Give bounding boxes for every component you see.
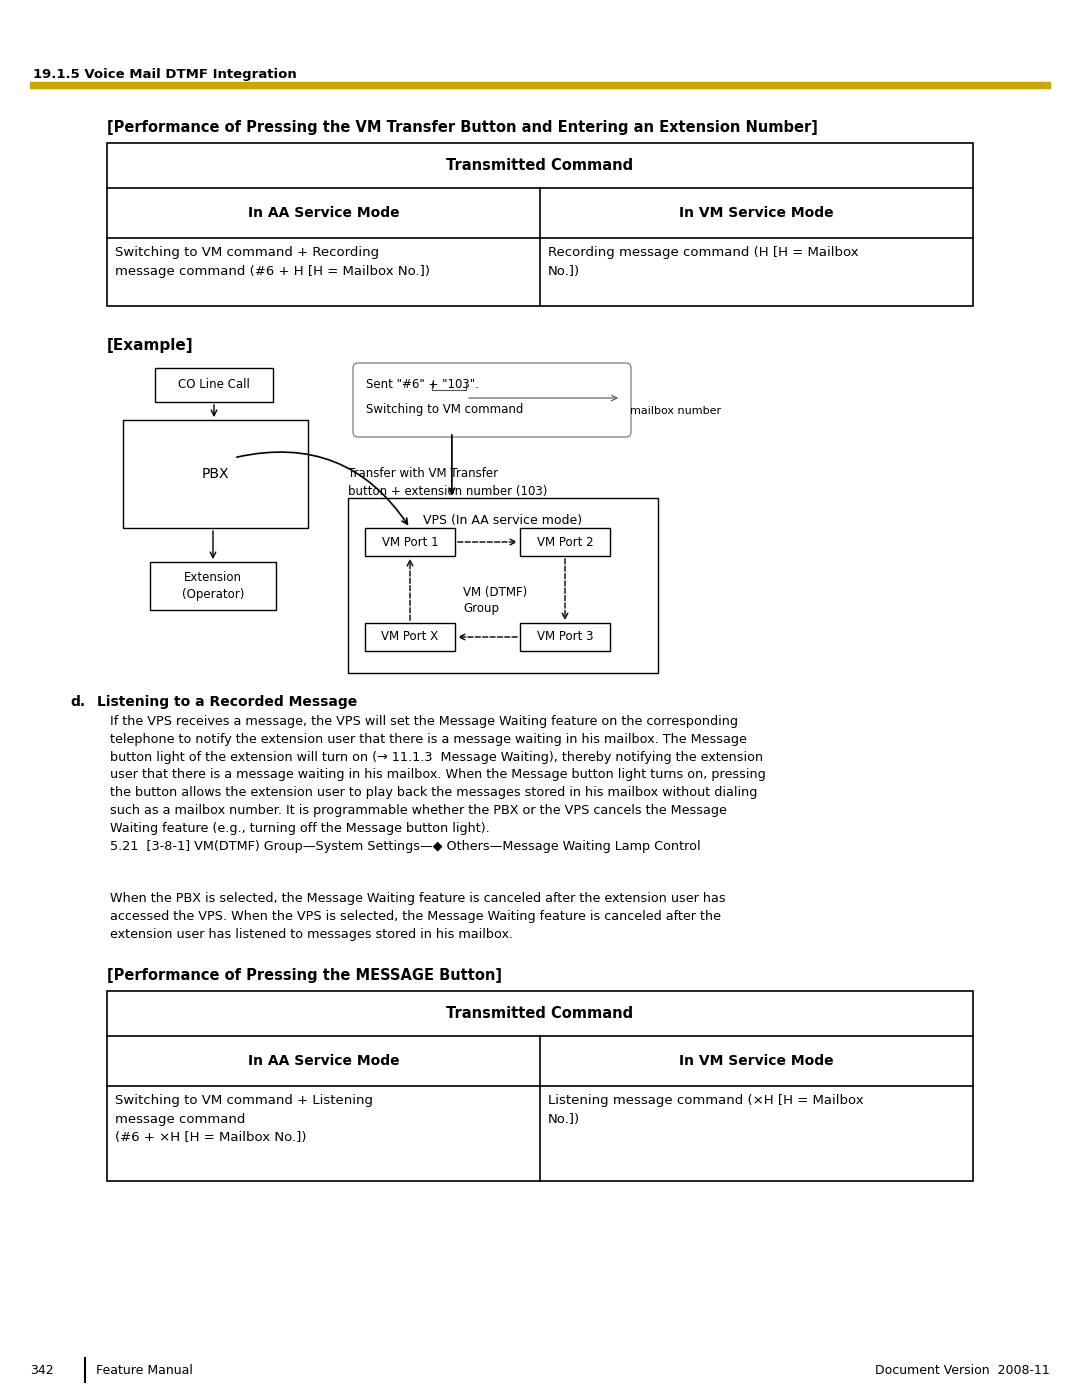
Text: Document Version  2008-11: Document Version 2008-11: [875, 1363, 1050, 1376]
Text: Listening to a Recorded Message: Listening to a Recorded Message: [97, 694, 357, 710]
Text: Feature Manual: Feature Manual: [96, 1363, 193, 1376]
Text: In VM Service Mode: In VM Service Mode: [679, 205, 834, 219]
Text: In AA Service Mode: In AA Service Mode: [247, 205, 400, 219]
Bar: [107, 990, 973, 1180]
Text: VPS (In AA service mode): VPS (In AA service mode): [423, 514, 582, 527]
Text: 19.1.5 Voice Mail DTMF Integration: 19.1.5 Voice Mail DTMF Integration: [33, 68, 297, 81]
Text: Listening message command (×H [H = Mailbox
No.]): Listening message command (×H [H = Mailb…: [548, 1094, 864, 1126]
Text: In AA Service Mode: In AA Service Mode: [247, 1053, 400, 1067]
Bar: [150, 562, 276, 610]
Text: CO Line Call: CO Line Call: [178, 379, 249, 391]
Text: In VM Service Mode: In VM Service Mode: [679, 1053, 834, 1067]
Text: VM Port 2: VM Port 2: [537, 535, 593, 549]
Text: mailbox number: mailbox number: [630, 407, 721, 416]
Bar: [348, 497, 658, 673]
Bar: [365, 623, 455, 651]
Text: Switching to VM command: Switching to VM command: [366, 402, 524, 416]
Text: VM Port 3: VM Port 3: [537, 630, 593, 644]
Text: VM Port 1: VM Port 1: [381, 535, 438, 549]
Text: Switching to VM command + Listening
message command
(#6 + ×H [H = Mailbox No.]): Switching to VM command + Listening mess…: [114, 1094, 373, 1144]
Text: Transmitted Command: Transmitted Command: [446, 158, 634, 173]
Text: Transmitted Command: Transmitted Command: [446, 1006, 634, 1021]
Text: Extension
(Operator): Extension (Operator): [181, 571, 244, 601]
Text: [Performance of Pressing the MESSAGE Button]: [Performance of Pressing the MESSAGE But…: [107, 968, 502, 983]
Text: d.: d.: [70, 694, 85, 710]
Bar: [519, 528, 610, 556]
Bar: [107, 142, 973, 306]
Bar: [30, 82, 1050, 88]
Text: [Example]: [Example]: [107, 338, 193, 353]
Text: 342: 342: [30, 1363, 54, 1376]
Text: Recording message command (H [H = Mailbox
No.]): Recording message command (H [H = Mailbo…: [548, 246, 859, 278]
Bar: [365, 528, 455, 556]
Text: VM (DTMF)
Group: VM (DTMF) Group: [463, 585, 527, 615]
Text: If the VPS receives a message, the VPS will set the Message Waiting feature on t: If the VPS receives a message, the VPS w…: [110, 715, 766, 852]
Text: VM Port X: VM Port X: [381, 630, 438, 644]
Text: Switching to VM command + Recording
message command (#6 + H [H = Mailbox No.]): Switching to VM command + Recording mess…: [114, 246, 430, 278]
Text: Sent "#6" + "103".: Sent "#6" + "103".: [366, 379, 478, 391]
Text: [Performance of Pressing the VM Transfer Button and Entering an Extension Number: [Performance of Pressing the VM Transfer…: [107, 120, 818, 136]
Bar: [123, 420, 308, 528]
Bar: [156, 367, 273, 402]
Text: PBX: PBX: [202, 467, 229, 481]
Bar: [519, 623, 610, 651]
Text: Transfer with VM Transfer
button + extension number (103): Transfer with VM Transfer button + exten…: [348, 467, 548, 497]
Text: When the PBX is selected, the Message Waiting feature is canceled after the exte: When the PBX is selected, the Message Wa…: [110, 893, 726, 940]
